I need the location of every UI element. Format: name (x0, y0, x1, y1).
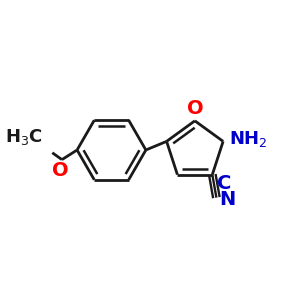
Text: O: O (52, 161, 69, 180)
Text: H$_3$C: H$_3$C (5, 127, 43, 147)
Text: N: N (219, 190, 236, 208)
Text: C: C (217, 174, 231, 193)
Text: O: O (187, 98, 204, 118)
Text: NH$_2$: NH$_2$ (229, 129, 268, 148)
